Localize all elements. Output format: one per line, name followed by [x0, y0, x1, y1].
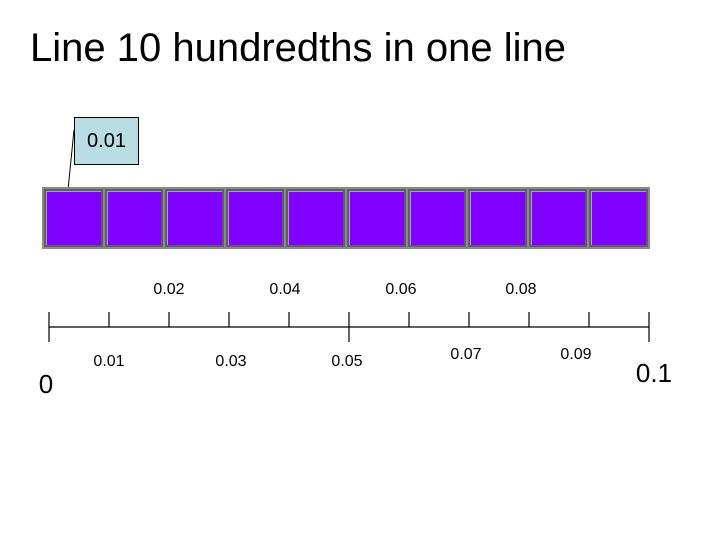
- upper-tick-label: 0.06: [385, 281, 417, 298]
- callout-label: 0.01: [74, 117, 139, 165]
- hundredth-square: [165, 189, 224, 247]
- hundredth-square: [286, 189, 345, 247]
- number-line-end-label: 0.1: [635, 358, 673, 388]
- lower-tick-label: 0.01: [93, 353, 125, 370]
- lower-tick-label: 0.03: [215, 353, 247, 370]
- number-line-start-label: 0: [38, 369, 54, 399]
- lower-tick-label: 0.09: [560, 346, 592, 363]
- hundredth-square: [528, 189, 588, 247]
- upper-tick-label: 0.02: [153, 281, 185, 298]
- lower-tick-label: 0.05: [331, 353, 363, 370]
- slide-title: Line 10 hundredths in one line: [30, 26, 566, 70]
- hundredths-row: [42, 187, 650, 249]
- upper-tick-label: 0.04: [269, 281, 301, 298]
- hundredth-square: [104, 189, 164, 247]
- hundredth-square: [468, 189, 527, 247]
- hundredth-square: [44, 189, 103, 247]
- hundredth-square: [346, 189, 406, 247]
- upper-tick-label: 0.08: [505, 281, 537, 298]
- hundredth-square: [407, 189, 467, 247]
- lower-tick-label: 0.07: [450, 346, 482, 363]
- hundredth-square: [225, 189, 285, 247]
- hundredth-square: [589, 189, 648, 247]
